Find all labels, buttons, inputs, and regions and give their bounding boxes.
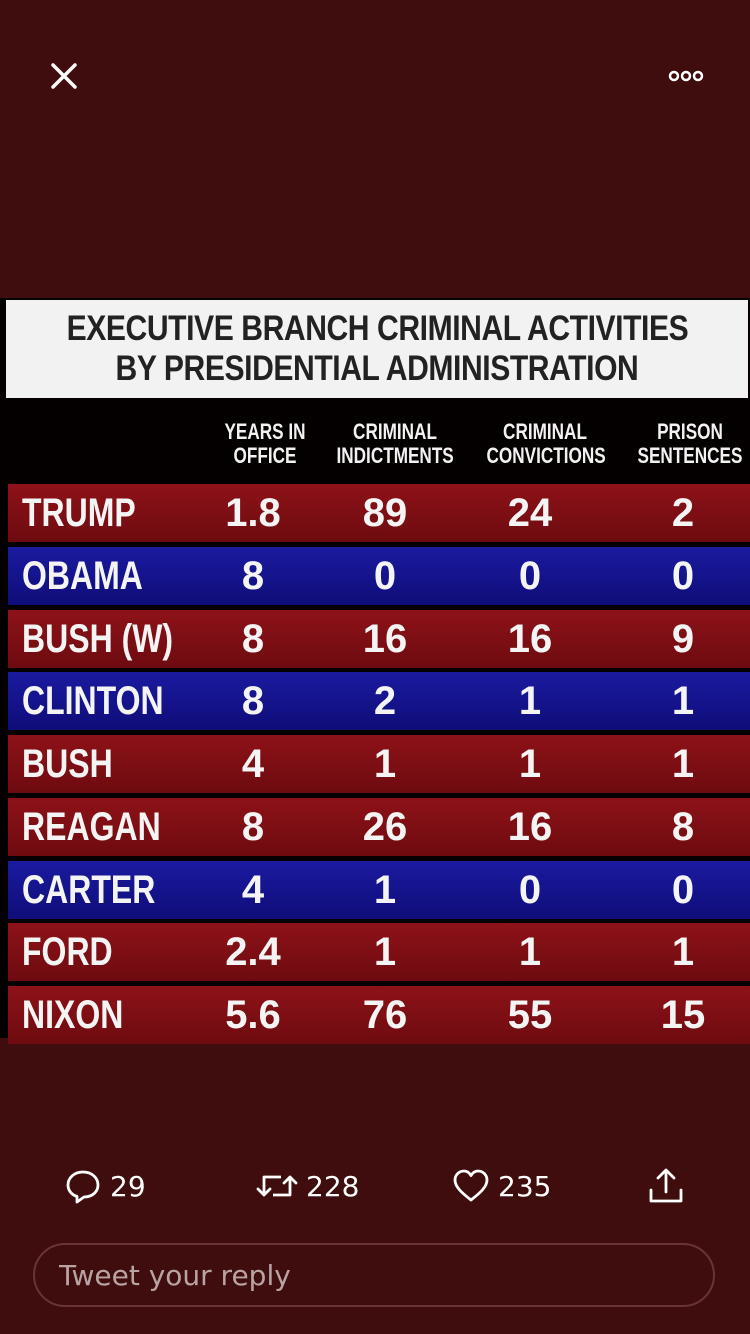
reply-input[interactable] xyxy=(33,1243,715,1307)
infographic-image[interactable]: EXECUTIVE BRANCH CRIMINAL ACTIVITIES BY … xyxy=(0,298,750,1044)
convictions-value: 0 xyxy=(518,553,542,598)
sentences-value: 15 xyxy=(660,993,706,1037)
column-header-indictments: CRIMINAL INDICTMENTS xyxy=(336,419,454,468)
president-name: TRUMP xyxy=(22,491,136,535)
column-header-years: YEARS IN OFFICE xyxy=(224,419,306,468)
years-value: 8 xyxy=(241,616,265,661)
like-count: 235 xyxy=(498,1169,552,1203)
title-line-1: EXECUTIVE BRANCH CRIMINAL ACTIVITIES xyxy=(66,309,688,348)
president-name: CLINTON xyxy=(22,679,164,724)
years-value: 4 xyxy=(241,742,265,786)
indictments-value: 16 xyxy=(362,616,408,661)
convictions-value: 1 xyxy=(518,742,542,786)
tweet-action-bar: 29 228 235 xyxy=(0,1160,750,1212)
indictments-value: 1 xyxy=(373,742,397,786)
retweet-button[interactable]: 228 xyxy=(256,1164,359,1208)
years-value: 8 xyxy=(241,679,265,724)
indictments-value: 26 xyxy=(362,804,408,849)
indictments-value: 76 xyxy=(362,993,408,1037)
convictions-value: 1 xyxy=(518,679,542,724)
reply-icon xyxy=(66,1170,100,1204)
table-row: BUSH 4 1 1 1 xyxy=(8,735,750,793)
like-icon xyxy=(453,1169,489,1202)
indictments-value: 89 xyxy=(362,491,408,535)
sentences-value: 1 xyxy=(671,742,695,786)
table-row: CLINTON 8 2 1 1 xyxy=(8,672,750,731)
reply-button[interactable]: 29 xyxy=(64,1164,146,1208)
president-name: OBAMA xyxy=(22,553,143,598)
indictments-value: 1 xyxy=(373,930,397,975)
sentences-value: 0 xyxy=(671,867,695,912)
close-icon xyxy=(51,63,77,89)
president-name: BUSH (W) xyxy=(22,616,174,661)
close-button[interactable] xyxy=(44,56,84,96)
convictions-value: 24 xyxy=(507,491,553,535)
sentences-value: 1 xyxy=(671,679,695,724)
sentences-value: 8 xyxy=(671,804,695,849)
indictments-value: 0 xyxy=(373,553,397,598)
retweet-count: 228 xyxy=(306,1169,360,1203)
convictions-value: 16 xyxy=(507,804,553,849)
years-value: 8 xyxy=(241,804,265,849)
table-row: REAGAN 8 26 16 8 xyxy=(8,797,750,856)
column-header-convictions: CRIMINAL CONVICTIONS xyxy=(486,419,606,468)
years-value: 5.6 xyxy=(225,993,281,1037)
share-icon xyxy=(649,1168,683,1203)
president-name: NIXON xyxy=(22,993,124,1037)
table-row: NIXON 5.6 76 55 15 xyxy=(8,986,750,1044)
sentences-value: 9 xyxy=(671,616,695,661)
share-button[interactable] xyxy=(646,1164,694,1208)
convictions-value: 1 xyxy=(518,930,542,975)
reply-count: 29 xyxy=(110,1169,146,1203)
convictions-value: 55 xyxy=(507,993,553,1037)
column-header-sentences: PRISON SENTENCES xyxy=(637,419,743,468)
president-name: REAGAN xyxy=(22,804,161,849)
sentences-value: 1 xyxy=(671,930,695,975)
table-row: OBAMA 8 0 0 0 xyxy=(8,546,750,605)
convictions-value: 16 xyxy=(507,616,553,661)
indictments-value: 2 xyxy=(373,679,397,724)
president-name: FORD xyxy=(22,930,113,975)
table-row: BUSH (W) 8 16 16 9 xyxy=(8,609,750,668)
more-options-button[interactable] xyxy=(664,60,708,92)
sentences-value: 0 xyxy=(671,553,695,598)
indictments-value: 1 xyxy=(373,867,397,912)
sentences-value: 2 xyxy=(671,491,695,535)
table-row: CARTER 4 1 0 0 xyxy=(8,860,750,919)
infographic-title: EXECUTIVE BRANCH CRIMINAL ACTIVITIES BY … xyxy=(6,300,748,398)
title-line-2: BY PRESIDENTIAL ADMINISTRATION xyxy=(115,349,639,388)
years-value: 2.4 xyxy=(225,930,281,975)
president-name: BUSH xyxy=(22,742,113,786)
convictions-value: 0 xyxy=(518,867,542,912)
years-value: 1.8 xyxy=(225,491,281,535)
table-row: FORD 2.4 1 1 1 xyxy=(8,923,750,982)
president-name: CARTER xyxy=(22,867,156,912)
like-button[interactable]: 235 xyxy=(452,1164,551,1208)
years-value: 4 xyxy=(241,867,265,912)
years-value: 8 xyxy=(241,553,265,598)
more-icon xyxy=(668,70,704,82)
retweet-icon xyxy=(256,1175,298,1197)
table-row: TRUMP 1.8 89 24 2 xyxy=(8,484,750,542)
